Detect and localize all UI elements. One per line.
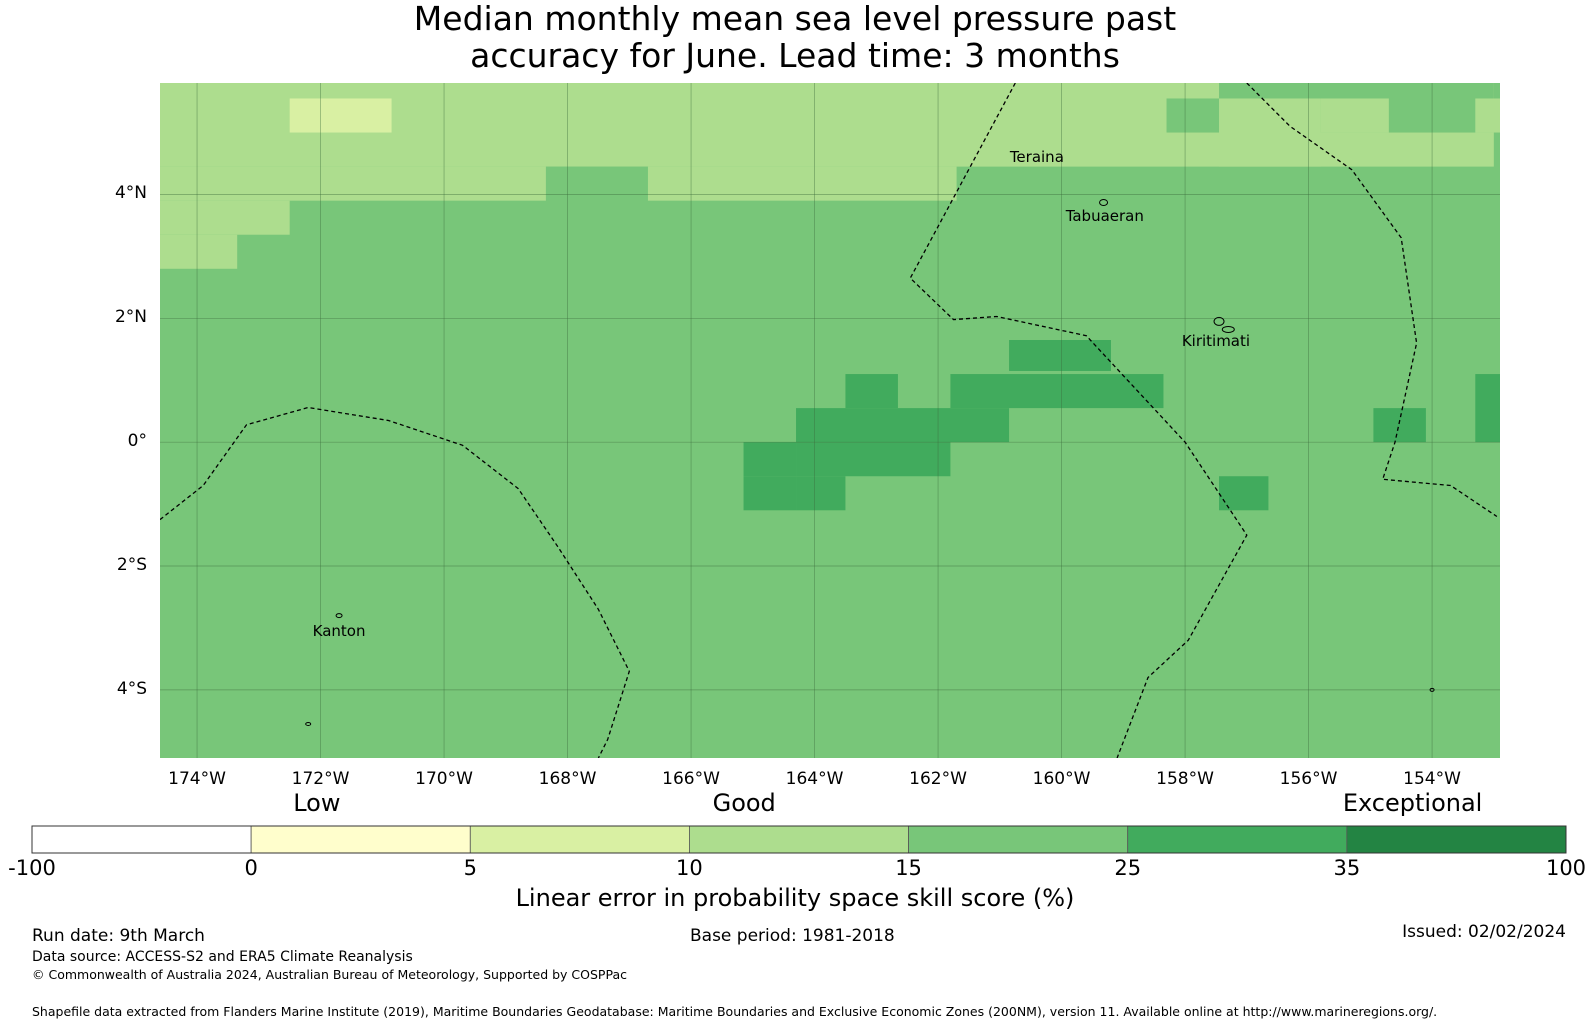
skill-cell-19 [796, 476, 846, 511]
run-date: Run date: 9th March [32, 926, 205, 946]
map-clip-group [160, 83, 1500, 758]
skill-cell-12 [1009, 339, 1111, 371]
colorbar-bin-1 [250, 825, 471, 854]
skill-cell-15 [796, 408, 1010, 443]
shapefile-credit: Shapefile data extracted from Flanders M… [32, 1004, 1438, 1019]
colorbar-category-label: Good [712, 789, 776, 817]
colorbar-label: Linear error in probability space skill … [515, 884, 1075, 912]
lon-tick-label: 174°W [168, 769, 226, 789]
skill-cell-4 [1320, 98, 1389, 133]
colorbar-tick-label: 5 [463, 856, 477, 880]
colorbar-category-label: Low [293, 789, 341, 817]
lat-tick-label: 4°S [116, 678, 147, 699]
place-label: Kanton [312, 622, 366, 641]
skill-cell-5 [1475, 98, 1500, 133]
colorbar-tick-label: 100 [1545, 856, 1587, 880]
colorbar-category-label: Exceptional [1342, 789, 1483, 817]
island-outline-2 [1221, 325, 1235, 333]
lat-tick-label: 2°N [114, 307, 147, 328]
colorbar-bin-2 [469, 825, 690, 854]
lon-tick-label: 168°W [538, 769, 597, 789]
colorbar-tick-label: 0 [244, 856, 258, 880]
island-outline-1 [1213, 316, 1225, 326]
colorbar-bin-4 [908, 825, 1129, 854]
colorbar-bin-3 [689, 825, 909, 854]
copyright: © Commonwealth of Australia 2024, Austra… [32, 967, 627, 982]
place-label: Kiritimati [1181, 332, 1251, 351]
colorbar-bin-0 [31, 825, 252, 854]
colorbar-tick-label: 25 [1114, 856, 1142, 880]
lon-tick-label: 158°W [1156, 769, 1214, 789]
eez-boundary-0 [909, 83, 1248, 758]
eez-boundary-1 [1246, 83, 1498, 518]
skill-cell-3 [1219, 98, 1321, 167]
lon-tick-label: 164°W [785, 769, 844, 789]
colorbar-bin-6 [1346, 825, 1567, 854]
skill-cell-11 [160, 234, 238, 269]
lon-tick-label: 170°W [415, 769, 473, 789]
lon-tick-label: 166°W [662, 769, 720, 789]
lon-tick-label: 162°W [909, 769, 967, 789]
place-label: Tabuaeran [1065, 207, 1144, 226]
lat-tick-label: 0° [127, 431, 147, 452]
skill-cell-21 [1373, 408, 1426, 443]
colorbar-tick-label: -100 [8, 856, 56, 880]
skill-cell-16 [743, 442, 797, 477]
colorbar-frame [31, 825, 1567, 854]
skill-cell-13 [845, 374, 898, 409]
skill-cell-7 [160, 166, 546, 201]
colorbar-bin-5 [1127, 825, 1348, 854]
skill-cell-18 [743, 476, 797, 511]
lon-tick-label: 172°W [291, 769, 350, 789]
skill-cell-10 [160, 200, 290, 235]
data-source: Data source: ACCESS-S2 and ERA5 Climate … [32, 949, 413, 965]
skill-cell-17 [796, 442, 951, 477]
island-outline-0 [1099, 199, 1109, 207]
map-title-line-2: accuracy for June. Lead time: 3 months [470, 36, 1120, 75]
colorbar-tick-label: 35 [1333, 856, 1361, 880]
lon-tick-label: 160°W [1032, 769, 1091, 789]
skill-cell-8 [647, 166, 957, 201]
skill-cell-9 [545, 166, 648, 201]
base-period: Base period: 1981-2018 [690, 926, 895, 946]
colorbar-tick-label: 10 [676, 856, 703, 880]
map-plot-area [160, 83, 1500, 758]
eez-boundary-2 [160, 406, 630, 758]
skill-cell-22 [1475, 374, 1500, 443]
island-outline-3 [335, 613, 343, 619]
lat-tick-label: 2°S [116, 555, 147, 576]
lon-tick-label: 154°W [1403, 769, 1461, 789]
issued-date: Issued: 02/02/2024 [1402, 922, 1566, 942]
colorbar-tick-label: 15 [895, 856, 922, 880]
skill-cell-6 [289, 98, 392, 133]
island-outline-5 [305, 721, 312, 726]
island-outline-4 [1429, 687, 1435, 692]
map-title-line-1: Median monthly mean sea level pressure p… [413, 0, 1177, 38]
lat-tick-label: 4°N [114, 183, 147, 204]
colorbar [31, 825, 1567, 854]
lon-tick-label: 156°W [1279, 769, 1338, 789]
place-label: Teraina [1009, 148, 1064, 167]
skill-cell-1 [1166, 98, 1220, 133]
skill-cell-14 [950, 374, 1164, 409]
